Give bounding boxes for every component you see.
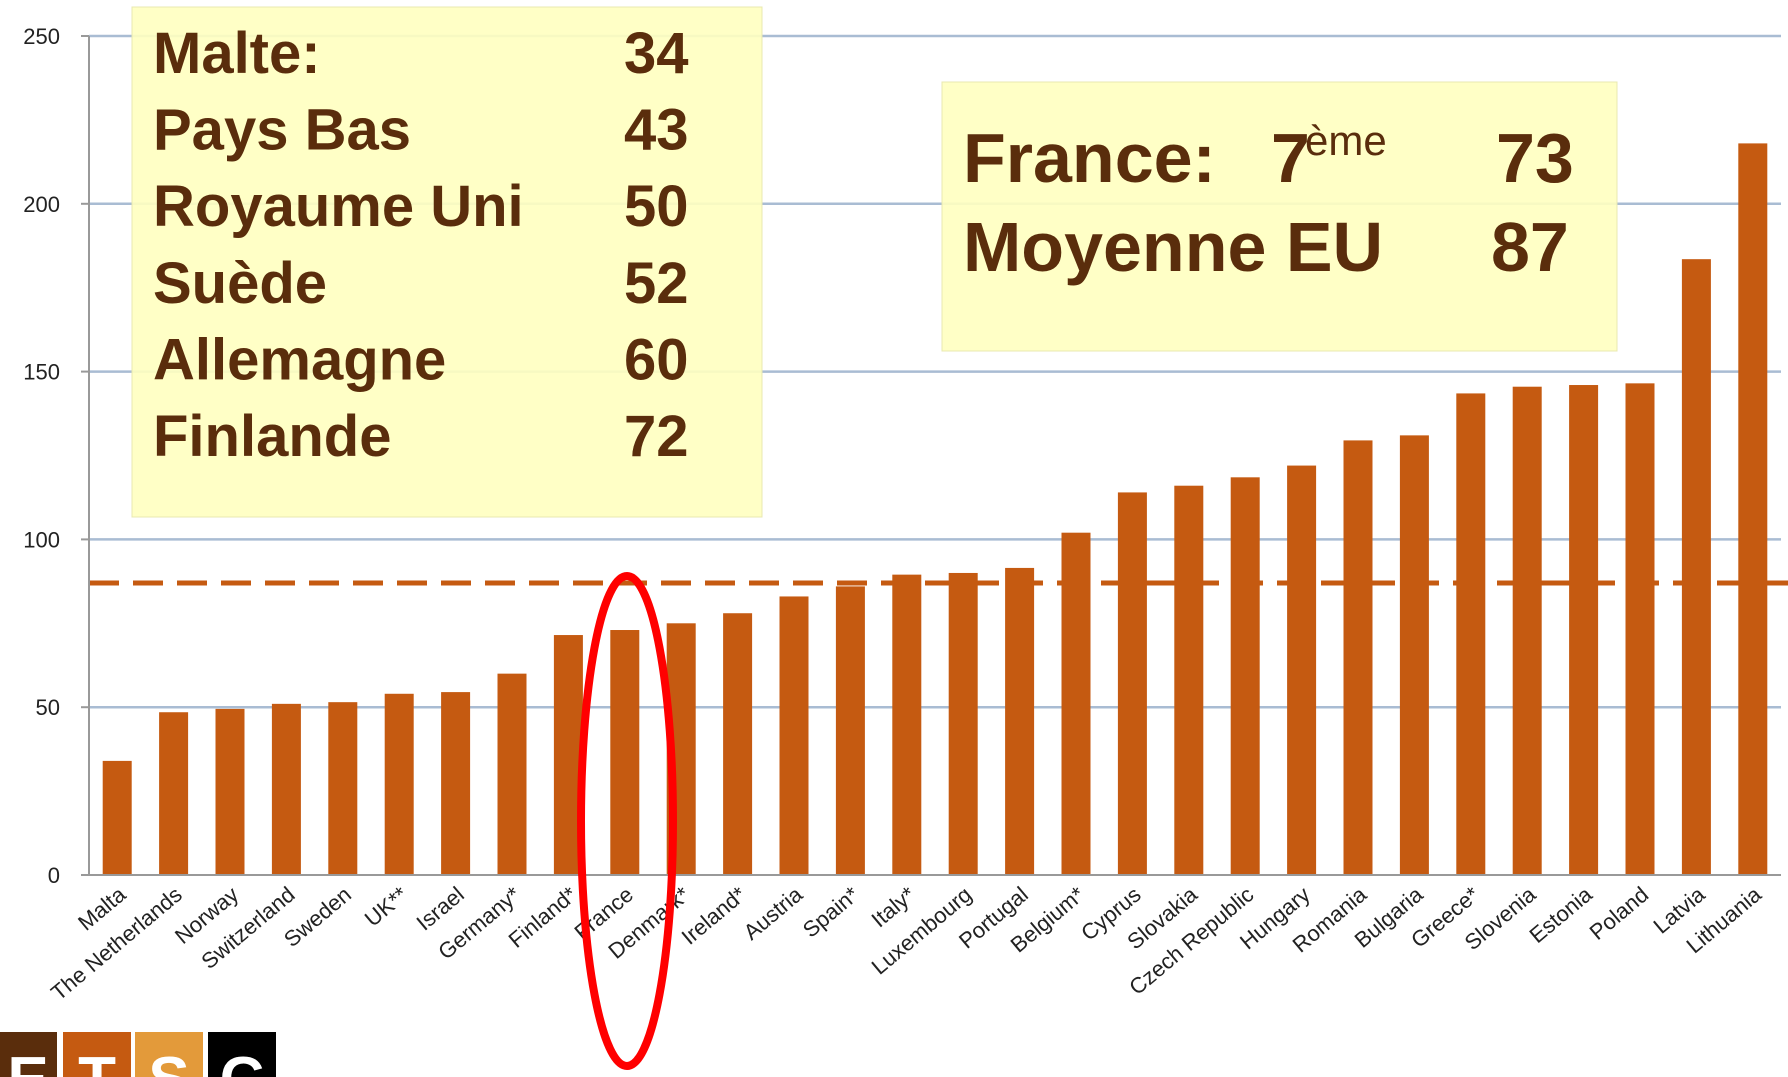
right-box [941,81,1618,352]
box-label: Royaume Uni [153,174,524,239]
bar [102,760,132,875]
box-value: 52 [624,251,689,316]
box-label: Suède [153,251,327,316]
bar [1174,485,1204,875]
bar [1681,259,1711,875]
box-value: 34 [624,21,689,86]
y-tick-label: 100 [23,527,60,552]
bar [835,586,865,875]
bar [1343,440,1373,875]
y-tick-label: 0 [48,863,60,888]
logo-block [0,1032,57,1077]
logo: ETSC [0,1032,276,1077]
bars [89,143,1788,876]
boxes: France: 7 ème 73 Moyenne EU 87 Malte: 34 P… [131,6,1618,518]
logo-letter: E [7,1045,48,1077]
france-label: France: [963,119,1216,197]
bar [1512,386,1542,875]
bar [892,574,922,875]
logo-letter: T [78,1045,116,1077]
y-tick-label: 150 [23,360,60,385]
bar [1625,383,1655,875]
bar [1005,567,1035,875]
bar [779,596,809,875]
box-label: Finlande [153,404,391,469]
y-tick-label: 200 [23,192,60,217]
highlight-ellipse [577,572,677,1070]
france-rank-suffix: ème [1305,117,1387,164]
y-tick-label: 250 [23,24,60,49]
bar [610,630,640,875]
bar [441,692,471,875]
eu-value: 87 [1491,208,1569,286]
bar [328,702,358,875]
bar [159,712,189,875]
bar [1287,465,1317,875]
bar [1569,385,1599,875]
box-label: Allemagne [153,327,446,392]
logo-block [135,1032,203,1077]
box-value: 60 [624,327,689,392]
box-label: Pays Bas [153,98,411,163]
bar [215,708,245,875]
logo-block [63,1032,131,1077]
bar [723,613,753,875]
box-value: 43 [624,98,689,163]
bar [384,693,414,875]
y-tick-label: 50 [36,695,60,720]
logo-letter: S [148,1045,189,1077]
bar [1230,477,1260,875]
bar [1061,532,1091,875]
france-value: 73 [1496,119,1574,197]
logo-letter: C [220,1045,265,1077]
left-box [131,6,763,518]
bar [1117,492,1147,875]
logo-block [208,1032,276,1077]
bar [948,572,978,875]
box-value: 72 [624,404,689,469]
bar [271,703,301,875]
eu-label: Moyenne EU [963,208,1383,286]
box-label: Malte: [153,21,321,86]
box-value: 50 [624,174,689,239]
bar [497,673,527,875]
bar [1399,435,1429,875]
bar [1456,393,1486,875]
france-rank: 7 [1271,119,1310,197]
bar [1738,143,1768,876]
